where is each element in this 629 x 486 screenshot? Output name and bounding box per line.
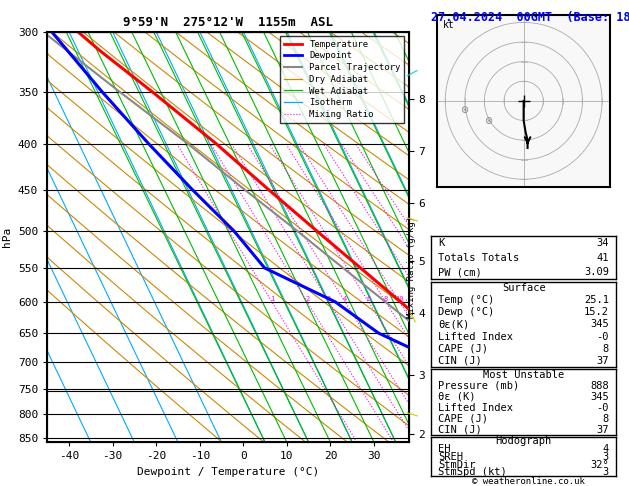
Text: StmDir: StmDir <box>438 460 476 469</box>
Text: 2: 2 <box>305 296 309 302</box>
Text: CAPE (J): CAPE (J) <box>438 344 488 354</box>
Text: PW (cm): PW (cm) <box>438 267 482 277</box>
Text: /: / <box>405 216 419 221</box>
Text: /: / <box>406 309 418 323</box>
Text: Temp (°C): Temp (°C) <box>438 295 494 305</box>
Text: CAPE (J): CAPE (J) <box>438 414 488 424</box>
Text: Dewp (°C): Dewp (°C) <box>438 307 494 317</box>
Text: kt: kt <box>443 20 454 30</box>
Text: © weatheronline.co.uk: © weatheronline.co.uk <box>472 477 585 486</box>
Text: 8: 8 <box>603 344 609 354</box>
Text: 32°: 32° <box>590 460 609 469</box>
Text: 345: 345 <box>590 319 609 330</box>
Text: 25.1: 25.1 <box>584 295 609 305</box>
Text: /: / <box>405 411 419 416</box>
Text: 345: 345 <box>590 392 609 402</box>
Text: 1: 1 <box>270 296 274 302</box>
Text: 3: 3 <box>603 452 609 462</box>
Legend: Temperature, Dewpoint, Parcel Trajectory, Dry Adiabat, Wet Adiabat, Isotherm, Mi: Temperature, Dewpoint, Parcel Trajectory… <box>281 36 404 122</box>
Text: 3: 3 <box>327 296 331 302</box>
Text: 10: 10 <box>395 296 404 302</box>
Text: Surface: Surface <box>502 283 545 293</box>
Text: Lifted Index: Lifted Index <box>438 402 513 413</box>
Text: 3: 3 <box>603 468 609 477</box>
Text: Lifted Index: Lifted Index <box>438 331 513 342</box>
Y-axis label: hPa: hPa <box>3 227 13 247</box>
Text: 15.2: 15.2 <box>584 307 609 317</box>
Text: 4: 4 <box>343 296 347 302</box>
Text: CIN (J): CIN (J) <box>438 356 482 366</box>
Text: Hodograph: Hodograph <box>496 436 552 446</box>
Text: 41: 41 <box>596 253 609 262</box>
Text: K: K <box>438 238 445 248</box>
X-axis label: Dewpoint / Temperature (°C): Dewpoint / Temperature (°C) <box>137 467 319 477</box>
Y-axis label: km
ASL: km ASL <box>444 237 462 259</box>
Text: $\circledast$: $\circledast$ <box>460 104 469 115</box>
Text: Most Unstable: Most Unstable <box>483 370 564 380</box>
Text: SREH: SREH <box>438 452 464 462</box>
Text: -0: -0 <box>596 402 609 413</box>
Title: 9°59'N  275°12'W  1155m  ASL: 9°59'N 275°12'W 1155m ASL <box>123 16 333 29</box>
Text: 34: 34 <box>596 238 609 248</box>
Text: /: / <box>406 66 418 80</box>
Text: 27.04.2024  00GMT  (Base: 18): 27.04.2024 00GMT (Base: 18) <box>431 11 629 24</box>
Text: 37: 37 <box>596 424 609 434</box>
Text: 8: 8 <box>384 296 388 302</box>
Text: Mixing Ratio (g/kg): Mixing Ratio (g/kg) <box>408 216 416 318</box>
Text: 8: 8 <box>603 414 609 424</box>
Text: 4: 4 <box>603 444 609 454</box>
Text: -0: -0 <box>596 331 609 342</box>
Text: 3.09: 3.09 <box>584 267 609 277</box>
Text: $\circledast$: $\circledast$ <box>484 115 493 126</box>
Text: Pressure (mb): Pressure (mb) <box>438 381 520 391</box>
Text: 37: 37 <box>596 356 609 366</box>
Text: EH: EH <box>438 444 451 454</box>
Text: θε (K): θε (K) <box>438 392 476 402</box>
Text: StmSpd (kt): StmSpd (kt) <box>438 468 507 477</box>
Text: 6: 6 <box>366 296 370 302</box>
Text: 888: 888 <box>590 381 609 391</box>
Text: CIN (J): CIN (J) <box>438 424 482 434</box>
Text: LCL: LCL <box>452 386 470 397</box>
Text: Totals Totals: Totals Totals <box>438 253 520 262</box>
Text: θε(K): θε(K) <box>438 319 469 330</box>
